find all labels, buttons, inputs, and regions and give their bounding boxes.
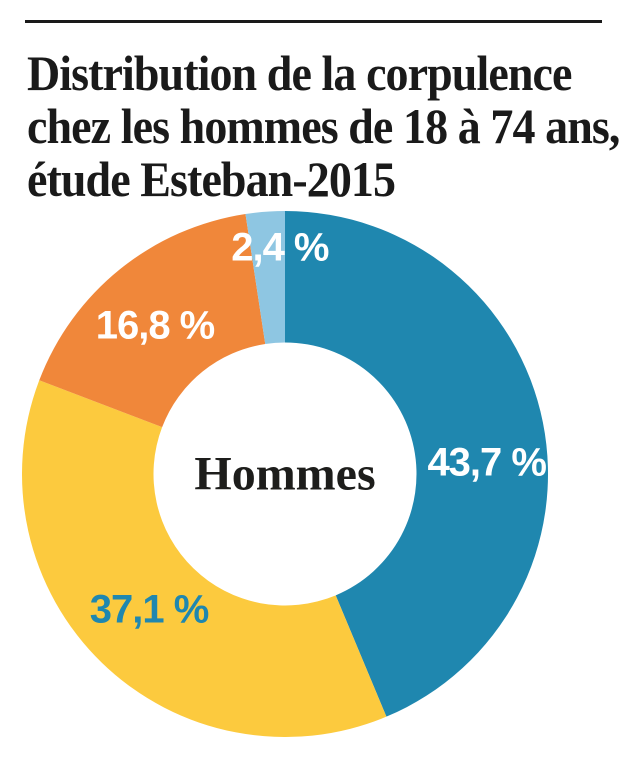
donut-slice-0 <box>285 211 548 717</box>
donut-chart-area: 43,7 % 37,1 % 16,8 % 2,4 % Hommes <box>22 211 548 737</box>
slice-label: 43,7 % <box>427 440 547 485</box>
donut-chart <box>22 211 548 737</box>
donut-slice-3 <box>245 211 285 344</box>
slice-label: 2,4 % <box>231 225 329 270</box>
donut-slice-2 <box>39 213 266 428</box>
top-rule <box>25 20 602 23</box>
donut-slice-1 <box>22 380 387 737</box>
slice-label-layer: 43,7 % 37,1 % 16,8 % 2,4 % <box>22 211 548 737</box>
slice-label: 37,1 % <box>89 587 210 632</box>
donut-center-label: Hommes <box>194 447 376 501</box>
chart-title: Distribution de la corpulence chez les h… <box>27 45 620 207</box>
slice-label: 16,8 % <box>95 303 216 348</box>
title-line: Distribution de la corpulence <box>27 45 572 101</box>
title-line: étude Esteban-2015 <box>27 151 396 207</box>
title-line: chez les hommes de 18 à 74 ans, <box>27 98 620 154</box>
